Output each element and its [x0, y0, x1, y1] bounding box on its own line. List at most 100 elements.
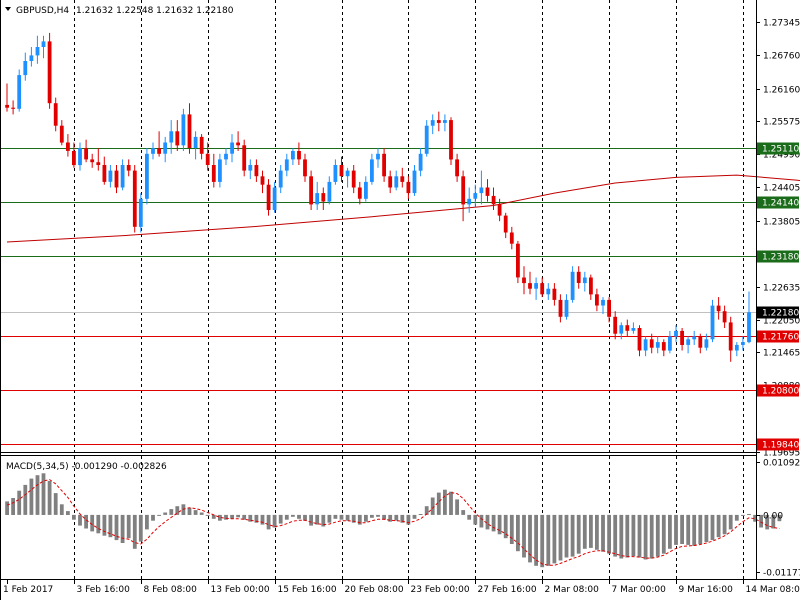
candle-bear — [461, 176, 466, 205]
macd-histogram-bar — [90, 514, 95, 532]
macd-tick-label: -0.011776 — [763, 569, 800, 579]
triangle-down-icon[interactable] — [5, 7, 11, 11]
candle-bull — [534, 283, 538, 289]
macd-histogram-bar — [540, 514, 545, 568]
macd-histogram-bar — [394, 514, 399, 521]
candle-bull — [734, 344, 739, 351]
candle-bear — [613, 316, 618, 334]
macd-histogram-bar — [84, 514, 88, 529]
macd-histogram-bar — [120, 514, 125, 543]
candle-bull — [151, 148, 155, 154]
candle-bear — [509, 232, 514, 244]
macd-histogram-bar — [516, 514, 520, 552]
macd-histogram-bar — [278, 514, 283, 524]
candle-bull — [364, 181, 368, 199]
macd-histogram-bar — [759, 514, 763, 528]
macd-histogram-bar — [345, 514, 350, 521]
time-tick-label: 27 Feb 16:00 — [478, 585, 537, 595]
macd-histogram-bar — [582, 514, 587, 549]
candle-bear — [175, 131, 180, 146]
candle-bull — [193, 136, 198, 149]
candle-bear — [132, 170, 137, 227]
candle-bull — [704, 339, 709, 348]
macd-histogram-bar — [479, 514, 484, 528]
macd-histogram-bar — [199, 512, 204, 515]
candle-bear — [716, 305, 721, 312]
macd-histogram-bar — [272, 514, 277, 528]
macd-histogram-bar — [211, 514, 216, 519]
macd-tick-label: 0.010923 — [763, 459, 800, 469]
macd-histogram-bar — [321, 514, 326, 527]
candle-bull — [272, 187, 277, 210]
macd-histogram-bar — [218, 514, 222, 521]
candle-bear — [102, 165, 107, 182]
candle-bull — [546, 288, 551, 295]
macd-histogram-bar — [138, 514, 143, 542]
candle-bear — [260, 176, 265, 185]
macd-histogram-bar — [692, 514, 697, 546]
macd-histogram-bar — [418, 514, 423, 515]
macd-histogram-bar — [248, 514, 253, 522]
candle-bear — [497, 204, 502, 216]
macd-panel — [5, 473, 782, 568]
macd-histogram-bar — [430, 497, 435, 515]
candle-bull — [655, 342, 660, 348]
macd-histogram-bar — [29, 478, 34, 515]
candle-bear — [339, 165, 344, 177]
candle-bear — [485, 187, 490, 196]
candle-bull — [564, 299, 569, 317]
candle-bear — [680, 330, 684, 345]
candle-bull — [181, 114, 186, 146]
candle-bull — [333, 165, 338, 182]
macd-histogram-bar — [66, 511, 70, 515]
macd-histogram-bar — [461, 510, 466, 515]
candle-bear — [698, 336, 703, 348]
candle-bull — [631, 328, 636, 331]
macd-histogram-bar — [126, 514, 131, 539]
chart-header: GBPUSD,H4 1.21632 1.22548 1.21632 1.2218… — [5, 6, 234, 472]
macd-histogram-bar — [114, 514, 119, 541]
macd-histogram-bar — [351, 514, 356, 523]
macd-histogram-bar — [163, 512, 168, 515]
candle-bull — [41, 41, 46, 47]
candle-bear — [205, 153, 210, 165]
macd-histogram-bar — [491, 514, 496, 532]
candle-bear — [595, 294, 599, 306]
macd-histogram-bar — [449, 491, 453, 515]
macd-histogram-bar — [777, 514, 782, 522]
macd-histogram-bar — [230, 514, 234, 519]
macd-histogram-bar — [35, 475, 40, 515]
macd-histogram-bar — [741, 514, 745, 516]
candle-bear — [649, 339, 654, 348]
macd-histogram-bar — [327, 514, 332, 523]
price-tick-label: 1.24990 — [763, 151, 800, 161]
candle-bear — [72, 151, 76, 166]
level-tag-red — [757, 438, 799, 451]
moving-average — [6, 174, 800, 243]
macd-histogram-bar — [47, 481, 52, 515]
candle-bear — [637, 328, 642, 351]
macd-label: MACD(5,34,5) -0.001290 -0.002826 — [6, 462, 167, 472]
candle-bear — [47, 41, 52, 104]
macd-histogram-bar — [236, 514, 240, 518]
price-tick-label: 1.24405 — [763, 184, 800, 194]
candle-bull — [643, 339, 648, 351]
macd-histogram-bar — [661, 514, 666, 554]
macd-histogram-bar — [11, 498, 15, 515]
candle-bull — [619, 325, 624, 334]
macd-histogram-bar — [589, 514, 593, 548]
candle-bear — [558, 299, 563, 317]
candle-bear — [516, 243, 520, 278]
macd-histogram-bar — [157, 514, 161, 516]
macd-histogram-bar — [145, 514, 149, 530]
macd-histogram-bar — [17, 490, 22, 515]
price-tick-label: 1.23805 — [763, 218, 800, 228]
candle-bear — [53, 103, 58, 126]
candle-bull — [467, 198, 472, 205]
candle-bear — [455, 159, 459, 177]
time-tick-label: 14 Mar 08:00 — [746, 585, 800, 595]
level-tag-red — [757, 384, 799, 397]
